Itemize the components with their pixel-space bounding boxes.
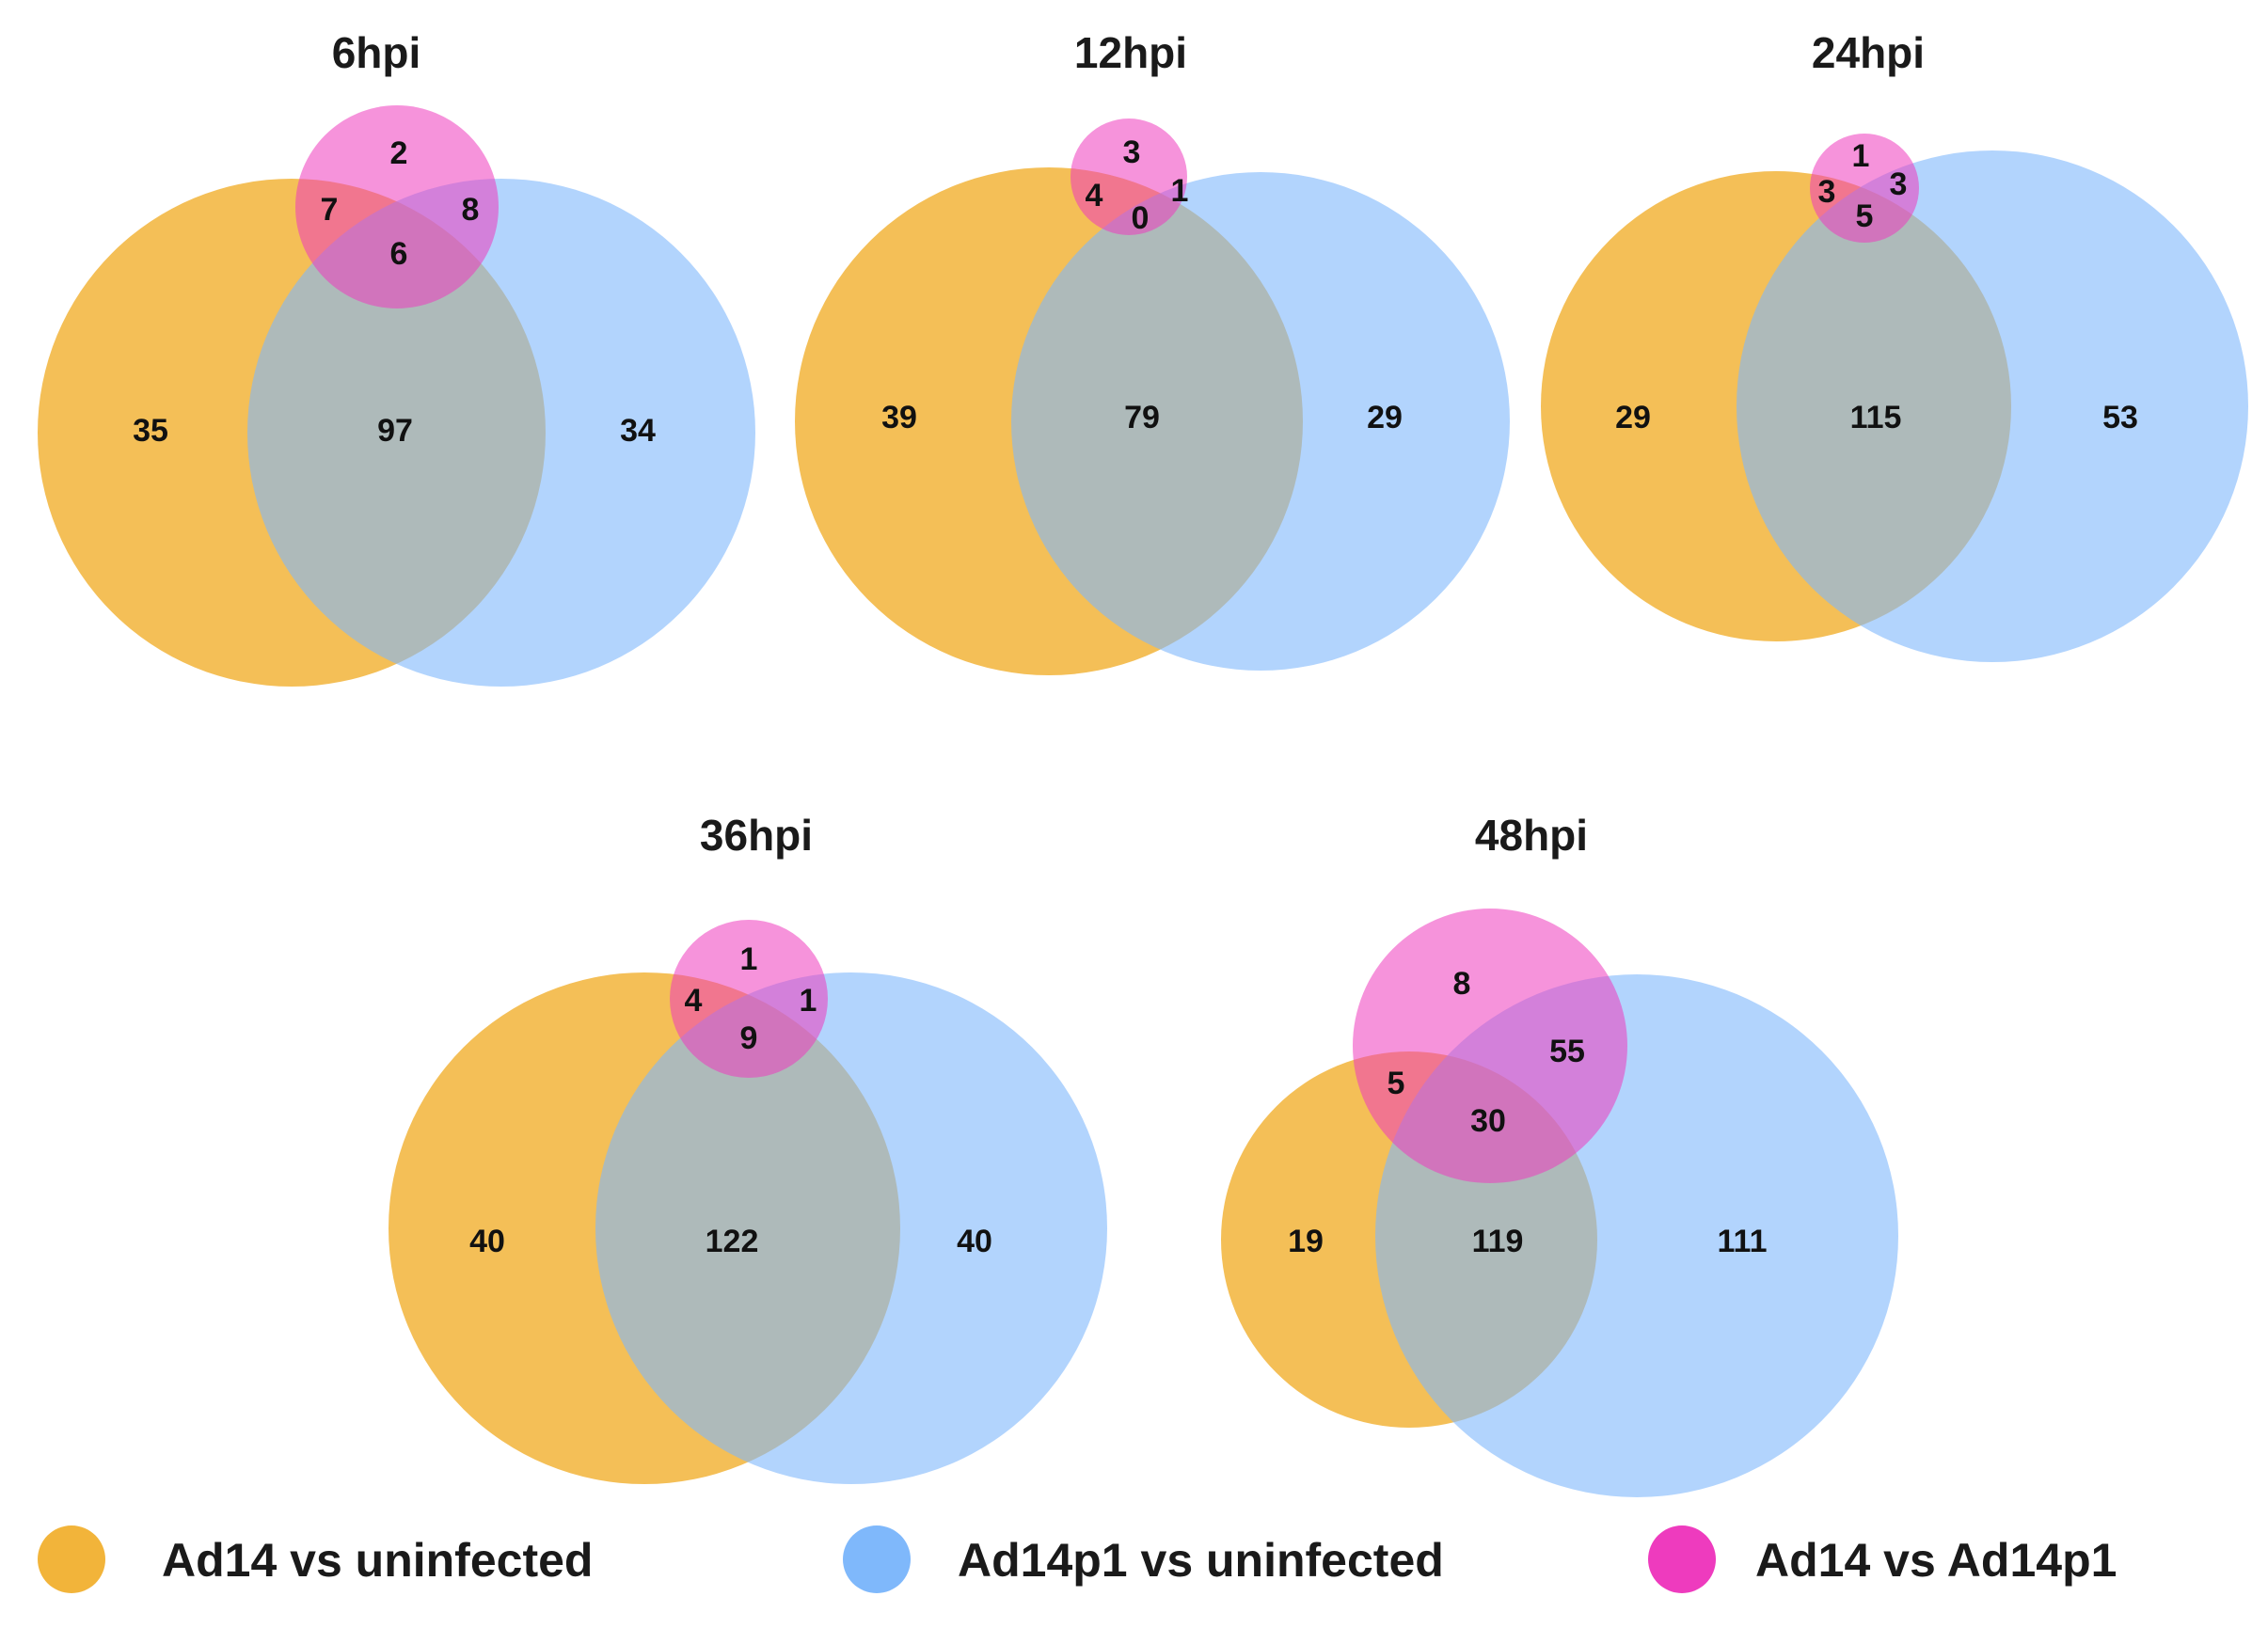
ad14-vs-ad14p1-circle (1353, 909, 1627, 1183)
ad14-only-count: 35 (133, 413, 168, 449)
blue-pink-count: 8 (462, 192, 480, 228)
ad14p1-vs-uninfected-circle (1011, 172, 1510, 671)
shared-ad14-ad14p1-count: 119 (1472, 1224, 1524, 1259)
ad14p1-only-count: 40 (957, 1224, 992, 1259)
pink-only-count: 3 (1123, 134, 1141, 170)
all-three-count: 5 (1856, 198, 1874, 234)
venn-panel-48hpi: 48hpi 19 119 111 8 5 55 30 (1221, 811, 1898, 1497)
blue-pink-count: 3 (1890, 166, 1908, 202)
ad14p1-only-count: 111 (1718, 1224, 1768, 1259)
panel-title: 48hpi (1475, 811, 1588, 860)
panel-title: 6hpi (332, 28, 421, 77)
venn-panel-36hpi: 36hpi 40 122 40 1 4 1 9 (389, 811, 1107, 1484)
venn-panel-24hpi: 24hpi 29 115 53 1 3 3 5 (1541, 28, 2248, 662)
blue-pink-count: 55 (1549, 1034, 1585, 1069)
all-three-count: 30 (1470, 1103, 1506, 1139)
ad14-vs-ad14p1-circle (1071, 119, 1187, 235)
ad14-vs-ad14p1-circle (1810, 134, 1919, 243)
orange-pink-count: 3 (1818, 174, 1836, 210)
orange-pink-count: 5 (1388, 1066, 1405, 1101)
blue-pink-count: 1 (800, 983, 817, 1019)
legend-label: Ad14 vs Ad14p1 (1755, 1534, 2117, 1587)
ad14-only-count: 19 (1288, 1224, 1324, 1259)
all-three-count: 6 (390, 236, 408, 272)
legend-swatch-pink (1648, 1525, 1716, 1593)
ad14p1-only-count: 29 (1367, 400, 1403, 435)
panel-title: 36hpi (700, 811, 813, 860)
ad14-only-count: 29 (1615, 400, 1651, 435)
ad14p1-vs-uninfected-circle (595, 972, 1107, 1484)
legend-swatch-orange (38, 1525, 105, 1593)
blue-pink-count: 1 (1171, 173, 1189, 209)
venn-panel-12hpi: 12hpi 39 79 29 3 4 1 0 (795, 28, 1510, 675)
pink-only-count: 1 (740, 941, 758, 977)
shared-ad14-ad14p1-count: 122 (706, 1224, 759, 1259)
orange-pink-count: 7 (321, 192, 339, 228)
ad14p1-only-count: 53 (2102, 400, 2138, 435)
legend-item-ad14-vs-uninfected: Ad14 vs uninfected (38, 1525, 593, 1593)
ad14-only-count: 39 (881, 400, 917, 435)
ad14-only-count: 40 (469, 1224, 505, 1259)
panel-title: 24hpi (1812, 28, 1925, 77)
venn-panel-6hpi: 6hpi 35 97 34 2 7 8 6 (38, 28, 755, 687)
legend-label: Ad14 vs uninfected (162, 1534, 593, 1587)
orange-pink-count: 4 (685, 983, 703, 1019)
orange-pink-count: 4 (1086, 178, 1103, 213)
pink-only-count: 2 (390, 135, 408, 171)
all-three-count: 0 (1132, 200, 1150, 236)
panel-title: 12hpi (1074, 28, 1187, 77)
pink-only-count: 1 (1852, 138, 1870, 174)
legend-item-ad14-vs-ad14p1: Ad14 vs Ad14p1 (1648, 1525, 2117, 1593)
legend-swatch-blue (843, 1525, 911, 1593)
legend-item-ad14p1-vs-uninfected: Ad14p1 vs uninfected (843, 1525, 1444, 1593)
ad14p1-only-count: 34 (620, 413, 656, 449)
legend-label: Ad14p1 vs uninfected (958, 1534, 1444, 1587)
ad14-vs-ad14p1-circle (670, 920, 828, 1078)
ad14p1-vs-uninfected-circle (1737, 150, 2248, 662)
all-three-count: 9 (740, 1020, 758, 1056)
shared-ad14-ad14p1-count: 115 (1850, 400, 1902, 435)
ad14-vs-ad14p1-circle (295, 105, 499, 308)
shared-ad14-ad14p1-count: 97 (377, 413, 413, 449)
legend: Ad14 vs uninfected Ad14p1 vs uninfected … (38, 1525, 2117, 1593)
shared-ad14-ad14p1-count: 79 (1124, 400, 1160, 435)
pink-only-count: 8 (1453, 966, 1471, 1002)
